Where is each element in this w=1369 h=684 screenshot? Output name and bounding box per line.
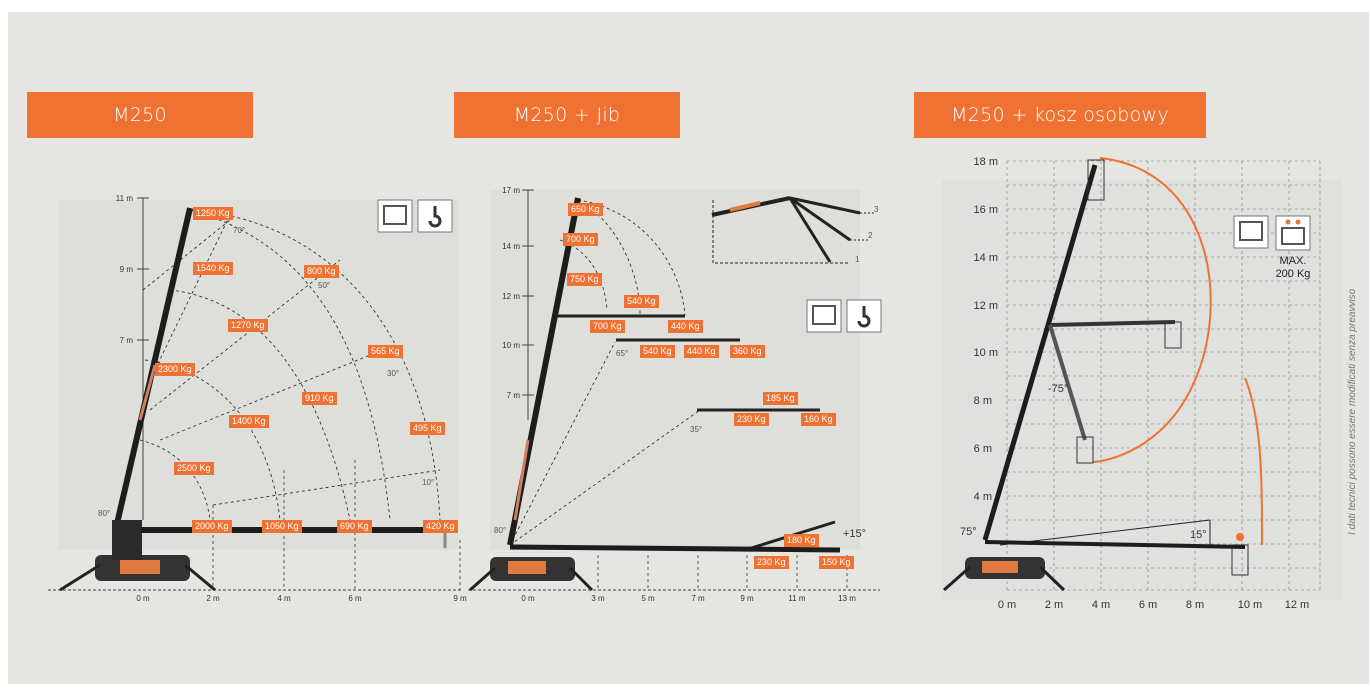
tab-m250-basket: M250 + kosz osobowy: [914, 92, 1206, 138]
load-label: 160 Kg: [801, 413, 836, 426]
chart3-angle: 75°: [960, 526, 977, 538]
load-label: 700 Kg: [590, 320, 625, 333]
load-label: 180 Kg: [784, 534, 819, 547]
chart1-x-tick: 9 m: [453, 594, 467, 603]
load-label: 495 Kg: [410, 422, 445, 435]
load-label: 185 Kg: [763, 392, 798, 405]
load-label: 700 Kg: [563, 233, 598, 246]
chart2-x-tick: 9 m: [740, 594, 754, 603]
jib-position: 2: [868, 231, 873, 240]
chart3-x-tick: 12 m: [1285, 599, 1309, 611]
chart1-angle: 10°: [422, 478, 434, 487]
load-label: 1250 Kg: [193, 207, 233, 220]
chart3-diagram: 18 m 16 m 14 m 12 m 10 m 8 m 6 m 4 m 0 m…: [942, 156, 1342, 611]
chart1-angle: 80°: [98, 509, 110, 518]
load-label: 2500 Kg: [174, 462, 214, 475]
load-label: 360 Kg: [730, 345, 765, 358]
basket-envelope: [1092, 157, 1212, 463]
load-label: 440 Kg: [668, 320, 703, 333]
chart2-y-tick: 10 m: [502, 341, 520, 350]
chart2-angle: 65°: [616, 349, 628, 358]
chart3-y-tick: 18 m: [974, 156, 998, 168]
tab-m250-jib: M250 + Jib: [454, 92, 680, 138]
load-label: 230 Kg: [734, 413, 769, 426]
chart3-crane-base: [943, 557, 1066, 592]
chart2-boom-horizontal: [509, 544, 841, 553]
load-label: 2000 Kg: [192, 520, 232, 533]
chart3-y-tick: 8 m: [974, 395, 992, 407]
tab-m250: M250: [27, 92, 253, 138]
chart2-angle: 35°: [690, 425, 702, 434]
chart3-x-tick: 8 m: [1186, 599, 1204, 611]
chart3-y-tick: 4 m: [974, 491, 992, 503]
load-label: 540 Kg: [624, 295, 659, 308]
side-note: I dati tecnici possono essere modificati…: [1347, 288, 1358, 535]
chart2-angle: 80°: [494, 526, 506, 535]
chart1-y-tick: 9 m: [120, 265, 134, 274]
chart1-y-tick: 11 m: [116, 194, 134, 203]
load-label: 750 Kg: [567, 273, 602, 286]
chart1-x-tick: 0 m: [136, 594, 150, 603]
jib-inset: [711, 196, 875, 264]
chart3-boom: [982, 164, 1098, 541]
chart2-y-tick: 17 m: [502, 186, 520, 195]
chart1-angle: 70°: [233, 226, 245, 235]
chart1-angle: 30°: [387, 369, 399, 378]
chart3-y-tick: 12 m: [974, 300, 998, 312]
load-label: 2300 Kg: [155, 363, 195, 376]
load-label: 690 Kg: [337, 520, 372, 533]
chart2-angle: +15°: [843, 528, 866, 540]
chart2-x-tick: 5 m: [641, 594, 655, 603]
chart2-x-tick: 13 m: [838, 594, 856, 603]
load-label: 565 Kg: [368, 345, 403, 358]
chart1-angle: 50°: [318, 281, 330, 290]
chart3-y-tick: 6 m: [974, 443, 992, 455]
load-label: 650 Kg: [568, 203, 603, 216]
load-label: 1270 Kg: [228, 319, 268, 332]
jib-position: 1: [855, 255, 860, 264]
chart2-diagram: 17 m 14 m 12 m 10 m 7 m 0 m 3 m 5 m 7 m …: [468, 186, 882, 603]
chart2-y-tick: 14 m: [502, 242, 520, 251]
chart3-y-tick: 10 m: [974, 347, 998, 359]
jib-position: 3: [874, 205, 879, 214]
load-label: 1540 Kg: [193, 262, 233, 275]
chart2-y-tick: 12 m: [502, 292, 520, 301]
load-label: 1050 Kg: [262, 520, 302, 533]
chart1-x-tick: 4 m: [277, 594, 291, 603]
chart3-boom-horizontal: [984, 540, 1246, 549]
chart2-x-tick: 3 m: [591, 594, 605, 603]
chart3-angle: 15°: [1190, 529, 1207, 541]
load-label: 420 Kg: [423, 520, 458, 533]
chart3-x-tick: 10 m: [1238, 599, 1262, 611]
chart2-x-tick: 11 m: [788, 594, 806, 603]
load-label: 440 Kg: [684, 345, 719, 358]
chart2-x-tick: 7 m: [691, 594, 705, 603]
load-label: 230 Kg: [754, 556, 789, 569]
load-label: 800 Kg: [304, 265, 339, 278]
load-label: 1400 Kg: [229, 415, 269, 428]
chart2-x-tick: 0 m: [521, 594, 535, 603]
chart2-crane-base: [469, 557, 594, 592]
load-label: 910 Kg: [302, 392, 337, 405]
chart3-x-tick: 6 m: [1139, 599, 1157, 611]
chart3-x-tick: 2 m: [1045, 599, 1063, 611]
chart1-x-tick: 2 m: [206, 594, 220, 603]
chart3-angle: -75°: [1048, 383, 1068, 395]
chart3-y-tick: 14 m: [974, 252, 998, 264]
chart1-diagram: 11 m 9 m 7 m 0 m 2 m 4 m 6 m 9 m: [48, 194, 467, 603]
basket-icon: [1087, 159, 1105, 201]
chart2-y-tick: 7 m: [507, 391, 521, 400]
chart1-x-tick: 6 m: [348, 594, 362, 603]
load-label: 150 Kg: [819, 556, 854, 569]
load-label: 540 Kg: [640, 345, 675, 358]
chart3-x-tick: 4 m: [1092, 599, 1110, 611]
chart3-y-tick: 16 m: [974, 204, 998, 216]
chart1-crane-base: [59, 520, 216, 592]
chart1-y-tick: 7 m: [120, 336, 134, 345]
max-weight-label: MAX. 200 Kg: [1275, 255, 1311, 280]
chart3-x-tick: 0 m: [998, 599, 1016, 611]
